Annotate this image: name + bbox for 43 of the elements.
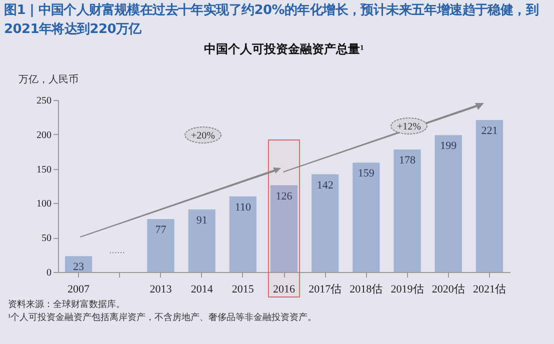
x-tick-label: 2019估 xyxy=(390,284,424,296)
y-tick-label: 100 xyxy=(36,198,52,210)
chart-subtitle: 中国个人可投资金融资产总量¹ xyxy=(204,42,364,56)
data-label: 126 xyxy=(276,190,293,202)
data-label: 91 xyxy=(196,214,208,226)
bar xyxy=(352,162,380,272)
x-tick-label: 2015 xyxy=(232,284,254,296)
data-label: 23 xyxy=(73,261,85,274)
chart-title: 图1 | 中国个人财富规模在过去十年实现了约20%的年化增长，预计未来五年增速趋于稳健，到2021年将达到220万亿 xyxy=(4,2,540,39)
annotation: +12% xyxy=(397,122,421,132)
data-label: 221 xyxy=(481,124,498,137)
annotation: …… xyxy=(109,246,125,255)
bar xyxy=(64,256,92,272)
data-label: 142 xyxy=(316,179,334,192)
data-label: 77 xyxy=(155,224,167,236)
x-tick-label: 2016 xyxy=(273,284,296,296)
y-tick-label: 200 xyxy=(36,130,52,141)
y-tick-label: 50 xyxy=(42,233,52,244)
text: 资料来源：全球财富数据库。 xyxy=(8,298,125,311)
bar xyxy=(434,135,462,272)
bar xyxy=(394,150,421,272)
data-label: 199 xyxy=(440,140,458,152)
data-label: 178 xyxy=(399,154,416,167)
x-tick-label: 2021估 xyxy=(472,284,506,296)
bar xyxy=(188,209,216,272)
annotation: +20% xyxy=(191,130,215,142)
text: ¹个人可投资金融资产包括离岸资产，不含房地产、奢侈品等非金融投资资产。 xyxy=(8,311,317,324)
y-axis-title: 万亿，人民币 xyxy=(18,74,78,86)
y-tick-label: 0 xyxy=(46,268,52,278)
x-tick-label: 2007 xyxy=(68,284,90,296)
x-tick-label: 2017估 xyxy=(308,284,342,296)
data-label: 110 xyxy=(234,201,252,214)
bar xyxy=(312,174,339,272)
bar xyxy=(229,196,256,272)
bar xyxy=(147,219,174,272)
x-tick-label: 2020估 xyxy=(432,284,465,296)
bar xyxy=(476,120,504,272)
x-tick-label: 2018估 xyxy=(350,284,383,296)
x-tick-label: 2014 xyxy=(190,284,214,296)
y-tick-label: 250 xyxy=(36,96,52,106)
x-tick-label: 2013 xyxy=(150,284,172,296)
data-label: 159 xyxy=(358,168,375,180)
y-tick-label: 150 xyxy=(36,164,52,176)
